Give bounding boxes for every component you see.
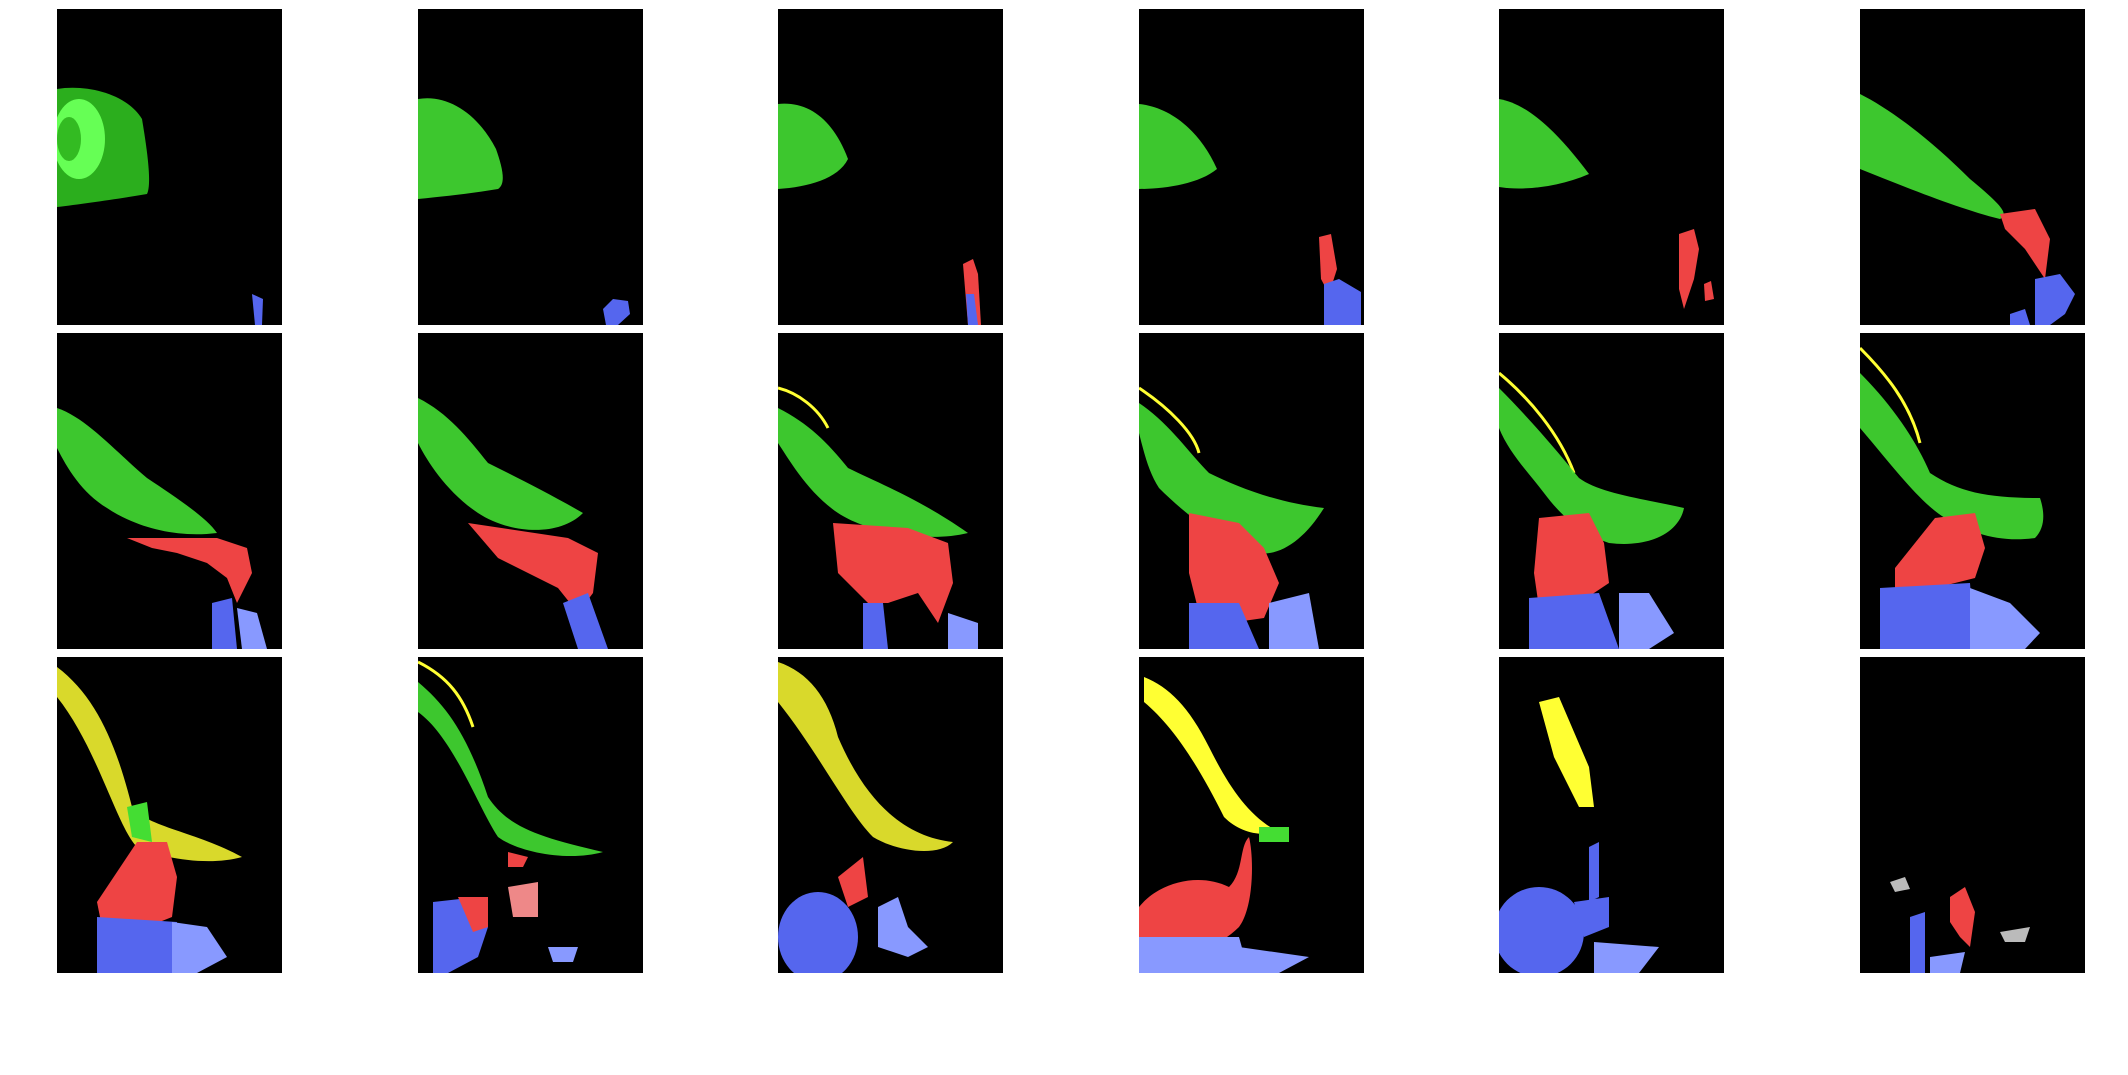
slice-panel-6 — [1860, 9, 2085, 325]
slice-panel-8 — [418, 333, 643, 649]
slice-panel-10 — [1139, 333, 1364, 649]
slice-panel-18 — [1860, 657, 2085, 973]
slice-panel-3 — [778, 9, 1003, 325]
slice-panel-12 — [1860, 333, 2085, 649]
slice-panel-1 — [57, 9, 282, 325]
slice-panel-7 — [57, 333, 282, 649]
slice-panel-11 — [1499, 333, 1724, 649]
slice-panel-14 — [418, 657, 643, 973]
slice-panel-2 — [418, 9, 643, 325]
slice-panel-13 — [57, 657, 282, 973]
slice-panel-17 — [1499, 657, 1724, 973]
slice-panel-4 — [1139, 9, 1364, 325]
slice-panel-5 — [1499, 9, 1724, 325]
slice-panel-9 — [778, 333, 1003, 649]
slice-panel-15 — [778, 657, 1003, 973]
slice-panel-16 — [1139, 657, 1364, 973]
